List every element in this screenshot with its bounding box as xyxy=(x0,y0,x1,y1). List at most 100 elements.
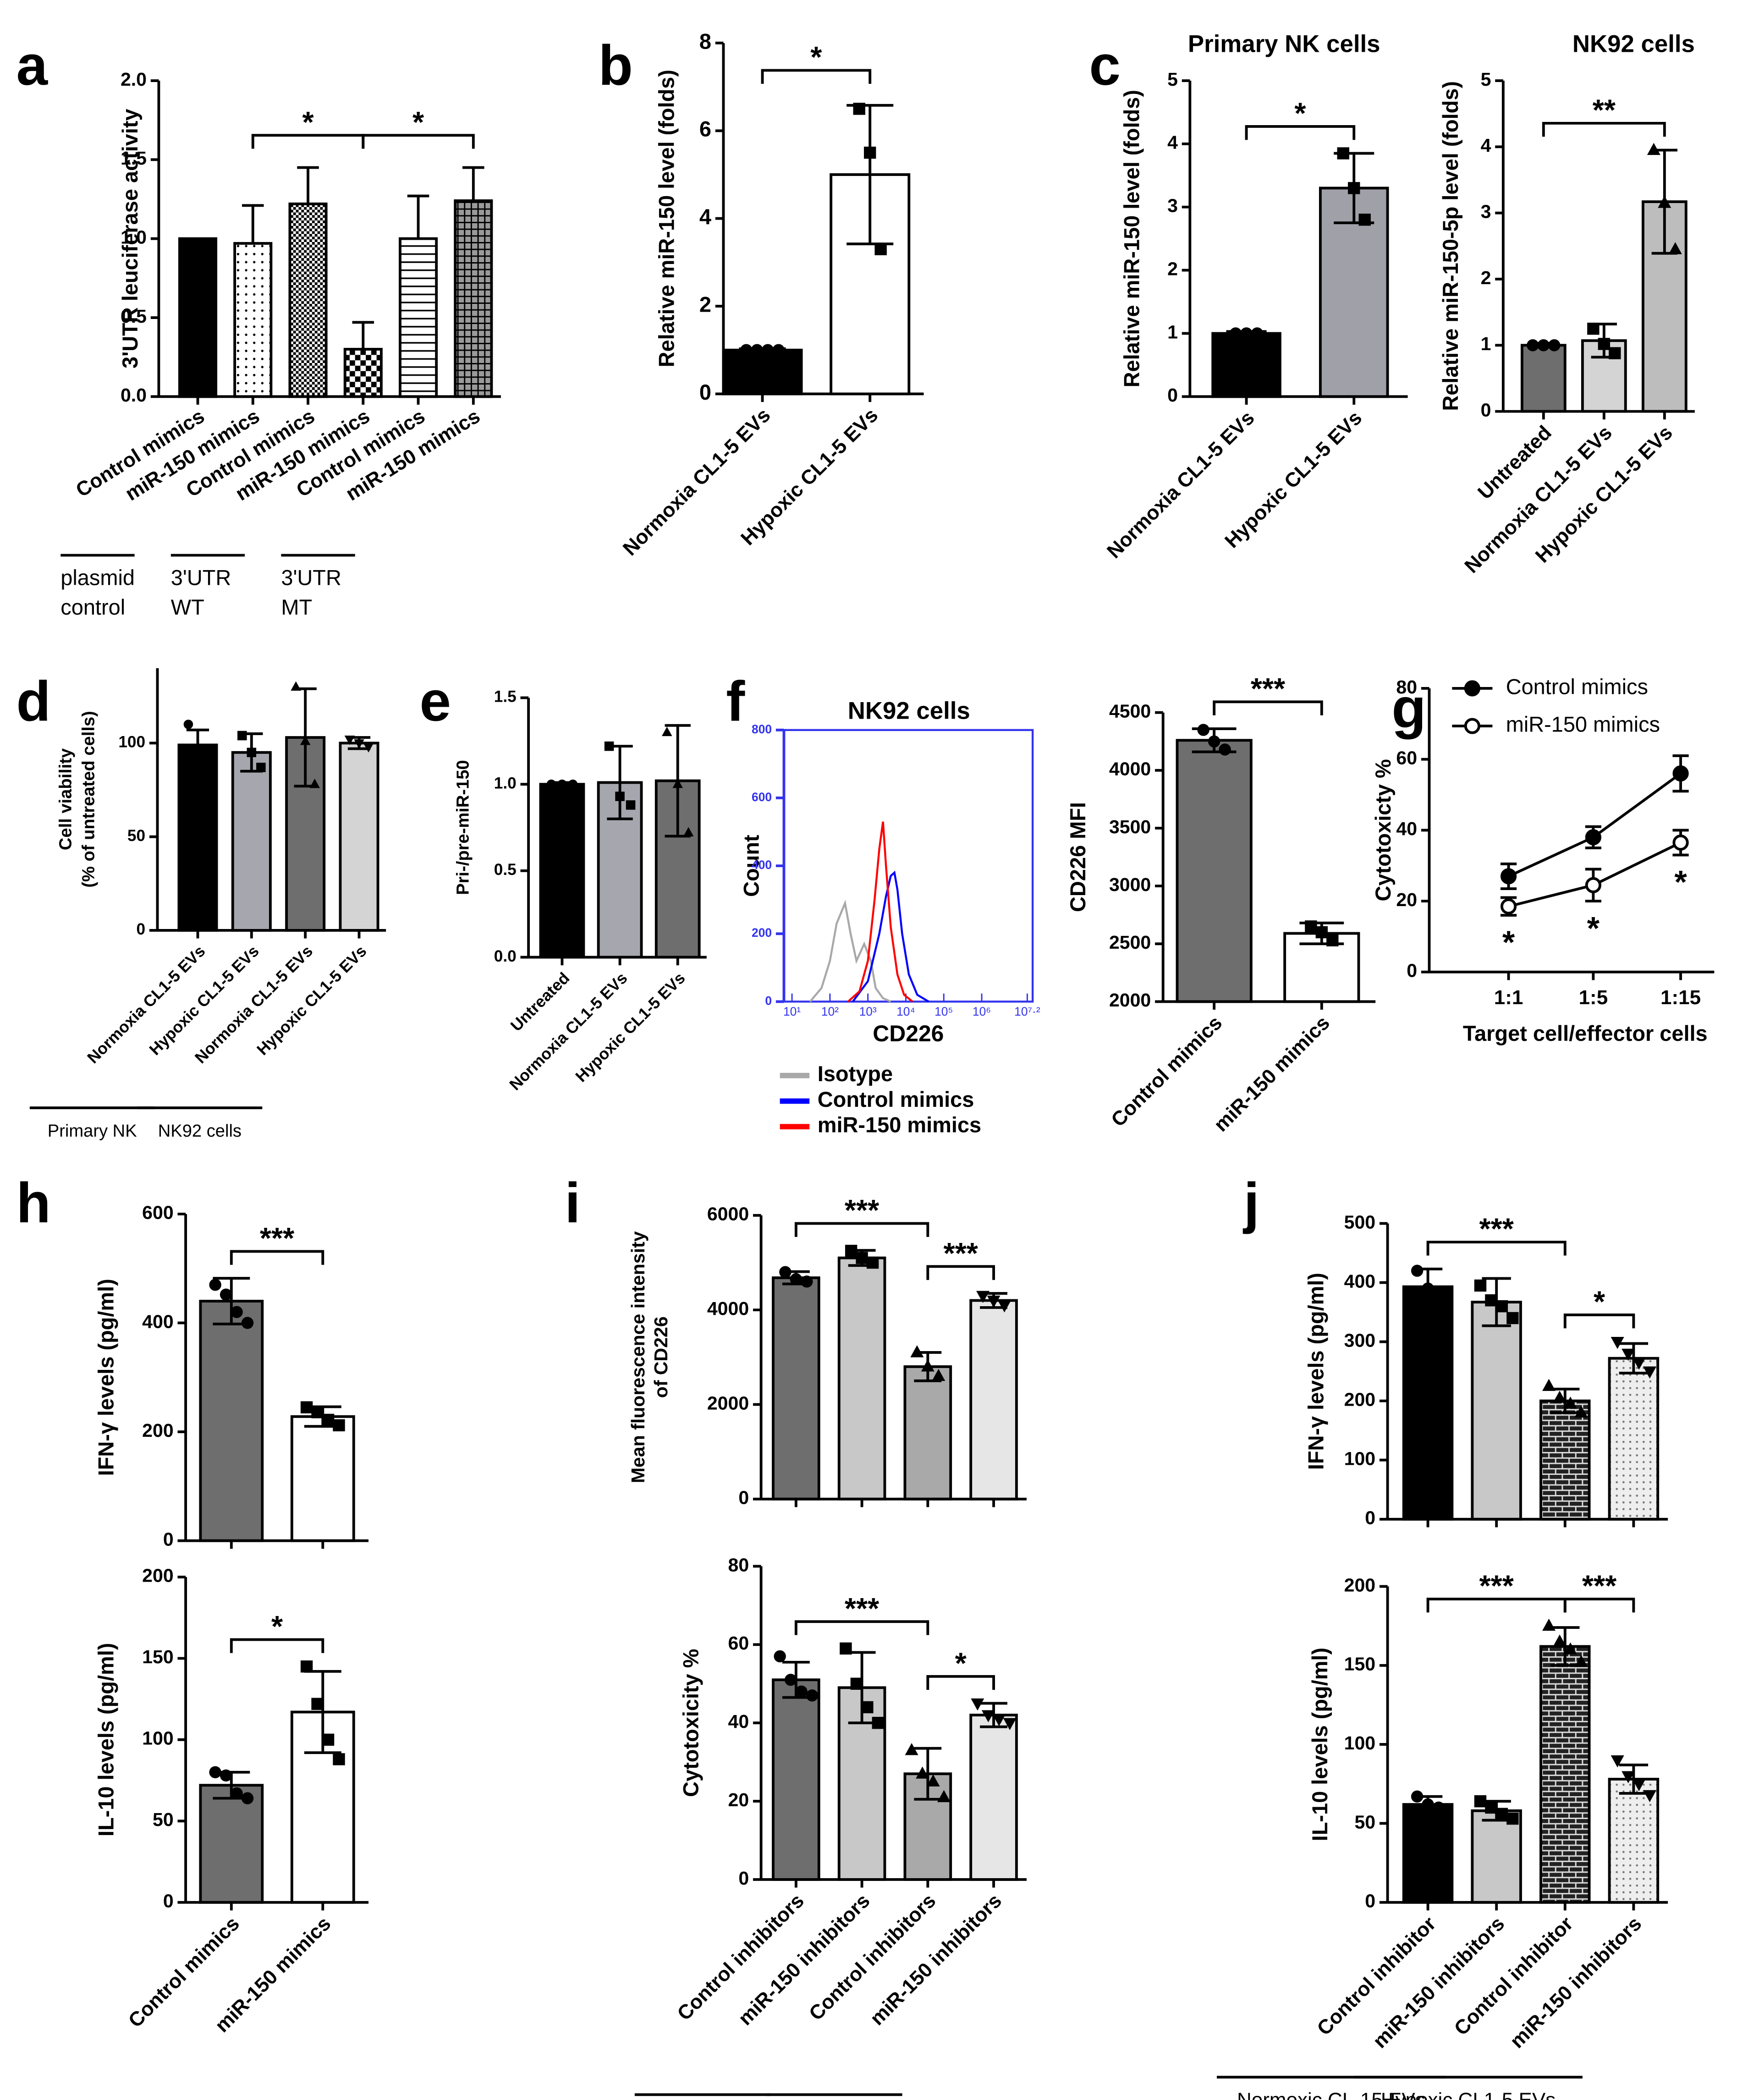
data-point xyxy=(231,1306,243,1318)
significance-bracket xyxy=(362,134,475,149)
data-point xyxy=(981,1710,995,1722)
y-tick-label: 0 xyxy=(1365,1891,1375,1912)
panel-label: g xyxy=(1391,676,1426,740)
data-point xyxy=(344,735,355,745)
data-point xyxy=(1506,1812,1519,1825)
panel-label: i xyxy=(565,1171,580,1235)
data-point xyxy=(772,344,785,356)
y-tick-label: 2000 xyxy=(707,1392,749,1413)
x-tick-label: Control inhibitors xyxy=(805,1890,940,2025)
bar xyxy=(1402,1285,1454,1521)
y-tick-label: 4000 xyxy=(1109,759,1151,780)
data-point xyxy=(1622,1771,1635,1783)
data-point xyxy=(998,1300,1011,1313)
panel-label: d xyxy=(16,670,50,733)
y-tick-label: 2 xyxy=(1481,267,1491,288)
data-point xyxy=(1495,1300,1508,1313)
significance-label: * xyxy=(412,106,424,139)
y-tick-label: 2.0 xyxy=(121,69,147,90)
significance-bracket xyxy=(761,69,872,84)
error-bar xyxy=(297,166,319,204)
data-point xyxy=(1315,926,1328,939)
data-point xyxy=(1337,147,1349,159)
data-point xyxy=(300,1660,313,1673)
y-tick-label: 100 xyxy=(118,733,145,751)
plot-frame xyxy=(783,729,1034,1003)
data-point xyxy=(987,1295,1000,1308)
data-point xyxy=(845,1244,858,1257)
data-point xyxy=(311,1698,324,1710)
panel-label: h xyxy=(16,1171,50,1235)
data-point xyxy=(874,243,887,255)
y-tick-label: 200 xyxy=(752,926,772,940)
y-tick-label: 300 xyxy=(1344,1330,1376,1351)
y-axis-label: Cell viability xyxy=(56,748,76,850)
y-tick-label: 0 xyxy=(137,920,146,938)
data-point xyxy=(300,1401,313,1413)
data-point xyxy=(1553,1634,1567,1647)
legend-label: Isotype xyxy=(818,1062,893,1086)
data-point xyxy=(363,743,374,753)
data-point xyxy=(683,827,694,837)
panel-label: e xyxy=(420,670,451,733)
data-point xyxy=(183,720,193,729)
data-point xyxy=(546,779,556,789)
panel-label: b xyxy=(599,34,633,97)
group-label: MT xyxy=(281,595,312,619)
y-tick-label: 150 xyxy=(142,1646,174,1667)
y-tick-label: 600 xyxy=(752,790,772,804)
y-tick-label: 1.0 xyxy=(494,774,517,792)
significance-label: *** xyxy=(845,1194,879,1227)
bar xyxy=(177,743,218,932)
data-point xyxy=(1622,1348,1635,1361)
chart-title: NK92 cells xyxy=(1572,31,1695,58)
data-point xyxy=(333,1419,345,1432)
data-point xyxy=(311,1406,324,1418)
group-label: NK92 cells xyxy=(158,1121,242,1141)
significance-label: * xyxy=(1502,924,1515,960)
bar xyxy=(1471,1809,1522,1904)
bar xyxy=(399,237,438,398)
data-point xyxy=(557,779,567,789)
y-tick-label: 6000 xyxy=(707,1204,749,1225)
significance-label: * xyxy=(1294,97,1306,130)
y-tick-label: 4500 xyxy=(1109,701,1151,722)
data-point xyxy=(1563,1642,1578,1655)
significance-bracket xyxy=(794,1620,929,1635)
data-point xyxy=(604,741,614,751)
y-axis-label: (% of untreated cells) xyxy=(78,711,98,888)
bar xyxy=(722,348,803,396)
data-point xyxy=(1598,338,1611,350)
data-point xyxy=(202,751,212,761)
data-point xyxy=(926,1774,940,1787)
x-axis-label: Target cell/effector cells xyxy=(1463,1022,1708,1045)
legend-label: miR-150 mimics xyxy=(818,1113,981,1137)
data-point xyxy=(1542,1379,1556,1391)
data-point xyxy=(1672,834,1689,851)
data-point xyxy=(1485,1294,1497,1307)
data-point xyxy=(1574,1655,1588,1667)
y-tick-label: 200 xyxy=(142,1565,174,1586)
series-line xyxy=(1508,772,1682,878)
panel-label: f xyxy=(726,670,745,733)
y-tick-label: 20 xyxy=(1396,889,1417,910)
bar xyxy=(1176,739,1253,1003)
data-point xyxy=(1208,735,1220,748)
significance-bracket xyxy=(230,1250,324,1265)
data-point xyxy=(1358,214,1371,226)
data-point xyxy=(322,1413,335,1426)
y-tick-label: 400 xyxy=(752,858,772,872)
data-point xyxy=(626,800,636,810)
x-tick-label: Hypoxic CL1-5 EVs xyxy=(253,942,370,1059)
data-point xyxy=(866,1256,879,1269)
significance-label: *** xyxy=(1479,1213,1514,1246)
significance-bracket xyxy=(1563,1313,1635,1329)
data-point xyxy=(1432,1288,1445,1301)
data-point xyxy=(1632,1779,1646,1792)
data-point xyxy=(256,763,266,772)
data-point xyxy=(193,744,203,753)
data-point xyxy=(1668,242,1682,254)
data-point xyxy=(853,103,865,115)
data-point xyxy=(1587,323,1600,335)
